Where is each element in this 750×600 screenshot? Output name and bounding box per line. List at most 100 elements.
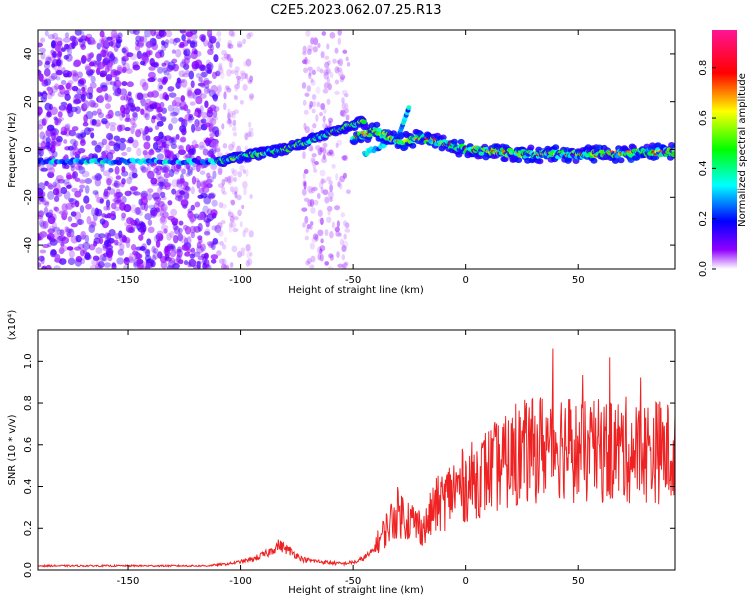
spectrogram-cell	[50, 72, 58, 80]
spectrogram-cell	[54, 137, 61, 143]
spectrogram-cell	[327, 190, 334, 199]
spectrogram-cell	[340, 212, 346, 218]
snr-panel: -150 -100 -50 0 50 0.0 0.2 0.4 0.6 0.8 1.0 Height…	[7, 310, 676, 596]
spectrogram-cell	[114, 199, 123, 205]
spectrogram-cell	[189, 225, 197, 234]
spectrogram-cell	[80, 95, 85, 101]
spectrogram-cell	[206, 172, 211, 179]
spectrogram-cell	[228, 30, 235, 37]
spectrogram-cell	[156, 146, 164, 151]
spectrogram-cell	[200, 93, 207, 99]
spectrogram-cell	[63, 127, 71, 137]
spectrogram-cell	[59, 104, 64, 110]
spectrogram-cell	[218, 165, 223, 174]
spectrogram-cell	[171, 188, 176, 195]
spectrogram-cell	[174, 249, 182, 254]
spectrogram-cell	[61, 203, 68, 212]
spectrogram-cell	[319, 253, 324, 262]
spectrogram-cell	[191, 60, 200, 70]
spectrogram-cell	[58, 258, 67, 265]
spectrogram-cell	[236, 40, 243, 48]
spectrogram-cell	[304, 56, 308, 65]
spectrogram-cell	[45, 55, 52, 63]
spectrogram-cell	[233, 109, 240, 115]
spectrogram-cell	[309, 144, 313, 152]
spectrogram-cell	[310, 157, 316, 164]
spectrogram-cell	[39, 231, 48, 238]
spectrogram-cell	[60, 79, 67, 85]
spectrogram-cell	[82, 84, 87, 92]
spectrogram-cell	[74, 30, 82, 36]
spectrogram-cell	[228, 43, 234, 49]
spectrogram-cell	[38, 212, 43, 218]
spectrogram-cell	[194, 119, 200, 128]
spectrogram-cell	[180, 199, 189, 207]
spectrogram-cell	[68, 249, 75, 259]
spectrogram-cell	[311, 94, 317, 100]
spectrogram-cell	[229, 199, 235, 204]
spectrogram-cell	[142, 51, 148, 57]
spectrogram-cell	[340, 74, 346, 80]
spectrogram-cell	[303, 168, 309, 175]
spectrogram-cell	[340, 109, 347, 117]
spectrogram-cell	[195, 72, 201, 79]
spectrogram-cell	[139, 60, 146, 66]
spectrogram-cell	[213, 54, 219, 63]
spectrogram-cell	[173, 234, 179, 244]
y-tick-label: -20	[23, 189, 34, 205]
spectrogram-cell	[157, 181, 165, 187]
spectrogram-cell	[248, 93, 255, 99]
spectrogram-cell	[308, 146, 314, 152]
spectrogram-cell	[234, 70, 239, 76]
spectrogram-cell	[245, 244, 251, 252]
spectrogram-cell	[328, 180, 333, 185]
spectrogram-cell	[69, 35, 77, 42]
spectrogram-cell	[310, 221, 314, 226]
spectrogram-cell	[121, 178, 126, 185]
spectrogram-cell	[74, 177, 81, 182]
spectrogram-cell	[121, 196, 127, 204]
spectrogram-cell	[185, 172, 191, 177]
spectrogram-cell	[332, 58, 337, 64]
spectrogram-cell	[115, 175, 122, 180]
spectrogram-cell	[44, 30, 49, 37]
spectrogram-cell	[324, 61, 330, 69]
spectrogram-cell	[310, 37, 314, 45]
spectrogram-cell	[344, 228, 351, 233]
spectrogram-cell	[53, 195, 60, 202]
spectrogram-cell	[172, 262, 180, 269]
spectrogram-cell	[206, 240, 215, 247]
spectrogram-cell	[79, 184, 86, 189]
spectrogram-cell	[342, 262, 348, 269]
spectrogram-cell	[183, 63, 190, 70]
spectrogram-cell	[67, 216, 73, 222]
spectrogram-cell	[103, 262, 112, 268]
spectrogram-cell	[73, 140, 79, 147]
spectrogram-cell	[136, 223, 142, 231]
spectrogram-cell	[156, 230, 164, 236]
colorbar-gradient	[712, 30, 737, 269]
spectrogram-cell	[111, 202, 117, 210]
spectrogram-cell	[318, 218, 324, 223]
spectrogram-cell	[161, 116, 167, 123]
spectrogram-cell	[181, 33, 186, 42]
spectrogram-cell	[239, 221, 243, 228]
spectrogram-cell	[101, 118, 108, 124]
spectrogram-cell	[168, 123, 173, 131]
spectrogram-cell	[163, 145, 170, 153]
spectrogram-cell	[142, 82, 149, 91]
spectrogram-cell	[191, 176, 197, 185]
spectrogram-cell	[232, 119, 237, 127]
spectrogram-cell	[186, 36, 192, 44]
spectrogram-cell	[217, 37, 222, 43]
spectrogram-cell	[334, 66, 340, 74]
spectrogram-cell	[157, 251, 163, 259]
spectrogram-cell	[336, 251, 340, 259]
spectrogram-cell	[249, 95, 254, 101]
spectrogram-cell	[68, 129, 77, 137]
spectrogram-cell	[215, 41, 221, 49]
spectrogram-cell	[200, 181, 208, 190]
spectrogram-cell	[311, 153, 317, 158]
spectrogram-cell	[38, 47, 47, 53]
spectrogram-cell	[323, 108, 327, 114]
